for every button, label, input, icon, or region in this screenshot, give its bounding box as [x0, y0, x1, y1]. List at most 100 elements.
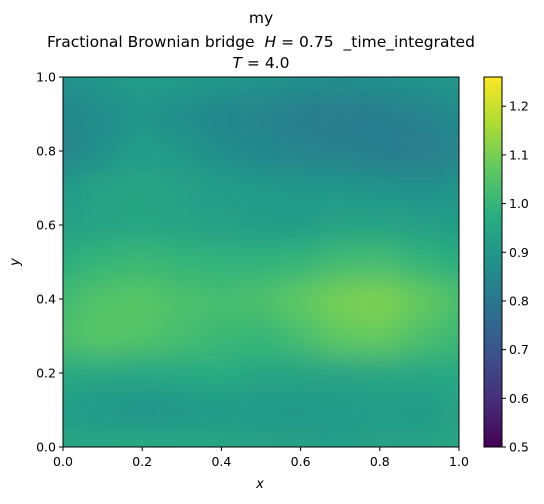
heatmap-cell — [201, 354, 243, 393]
heatmap-cell — [280, 243, 322, 282]
colorbar-ticks: 0.5 0.6 0.7 0.8 0.9 1.0 1.1 1.2 — [502, 99, 529, 455]
heatmap-cell — [161, 132, 203, 171]
title-text-prefix: Fractional Brownian bridge — [47, 33, 255, 51]
heatmap-cell — [121, 354, 163, 393]
x-tick-label: 1.0 — [449, 454, 469, 469]
heatmap-cell — [201, 243, 243, 282]
heatmap-cell — [280, 169, 322, 208]
y-axis-label: y — [8, 258, 23, 267]
heatmap-cell — [240, 280, 282, 319]
heatmap-cell — [240, 391, 282, 430]
heatmap-cell — [82, 95, 124, 134]
heatmap-cell — [161, 280, 203, 319]
heatmap-cell — [201, 317, 243, 356]
heatmap-cell — [359, 206, 401, 245]
heatmap-cell — [82, 206, 124, 245]
colorbar-tick-label: 0.7 — [509, 342, 529, 357]
heatmap-cell — [319, 169, 361, 208]
chart-title-line3: T = 4.0 — [233, 54, 290, 72]
y-tick-label: 0.0 — [36, 440, 56, 455]
heatmap-cell — [399, 391, 441, 430]
heatmap-cell — [280, 317, 322, 356]
heatmap-cell — [121, 280, 163, 319]
heatmap-cell — [359, 132, 401, 171]
heatmap-cell — [319, 132, 361, 171]
heatmap-plot-area — [42, 58, 480, 467]
heatmap-cell — [359, 243, 401, 282]
heatmap-cell — [82, 169, 124, 208]
heatmap-cell — [280, 132, 322, 171]
x-tick-label: 0.8 — [370, 454, 390, 469]
heatmap-cell — [280, 391, 322, 430]
colorbar-tick-label: 0.8 — [509, 293, 529, 308]
heatmap-cell — [161, 317, 203, 356]
heatmap-cell — [319, 243, 361, 282]
heatmap-cell — [240, 169, 282, 208]
heatmap-cell — [82, 243, 124, 282]
y-tick-label: 0.4 — [36, 292, 56, 307]
y-tick-label: 0.2 — [36, 366, 56, 381]
heatmap-cell — [121, 206, 163, 245]
title-h-symbol: H — [265, 33, 277, 51]
heatmap-cell — [201, 95, 243, 134]
heatmap-cell — [82, 317, 124, 356]
heatmap-cell — [161, 354, 203, 393]
heatmap-cell — [161, 243, 203, 282]
heatmap-cell — [121, 169, 163, 208]
heatmap-cell — [201, 206, 243, 245]
title-t-symbol: T — [233, 54, 244, 72]
title-t-value: = 4.0 — [247, 54, 290, 72]
heatmap-cell — [201, 280, 243, 319]
heatmap-cell — [121, 95, 163, 134]
heatmap-cell — [359, 95, 401, 134]
heatmap-cell — [240, 317, 282, 356]
heatmap-cell — [121, 132, 163, 171]
heatmap-cell — [359, 169, 401, 208]
heatmap-cell — [82, 280, 124, 319]
heatmap-cell — [121, 317, 163, 356]
heatmap-cell — [319, 354, 361, 393]
heatmap-cell — [201, 391, 243, 430]
heatmap-cell — [399, 280, 441, 319]
heatmap-cell — [359, 280, 401, 319]
heatmap-cell — [161, 95, 203, 134]
heatmap-field — [42, 58, 480, 467]
heatmap-cell — [201, 169, 243, 208]
y-axis: 0.00.20.40.60.81.0 — [36, 70, 63, 455]
heatmap-cell — [82, 354, 124, 393]
y-tick-label: 0.6 — [36, 218, 56, 233]
heatmap-cell — [161, 206, 203, 245]
heatmap-cell — [359, 317, 401, 356]
heatmap-cell — [280, 280, 322, 319]
x-tick-label: 0.6 — [291, 454, 311, 469]
heatmap-cell — [319, 317, 361, 356]
heatmap-cell — [359, 354, 401, 393]
colorbar-tick-label: 0.9 — [509, 245, 529, 260]
heatmap-cell — [240, 354, 282, 393]
heatmap-cell — [399, 354, 441, 393]
heatmap-cell — [240, 95, 282, 134]
heatmap-cell — [359, 391, 401, 430]
colorbar — [484, 77, 502, 447]
x-tick-label: 0.2 — [132, 454, 152, 469]
heatmap-cell — [280, 95, 322, 134]
x-tick-label: 0.4 — [211, 454, 231, 469]
title-text-suffix: _time_integrated — [343, 33, 475, 52]
heatmap-cell — [82, 391, 124, 430]
heatmap-cell — [121, 391, 163, 430]
heatmap-cell — [319, 95, 361, 134]
heatmap-cell — [399, 169, 441, 208]
heatmap-cell — [399, 317, 441, 356]
y-tick-label: 1.0 — [36, 70, 56, 85]
heatmap-cell — [399, 206, 441, 245]
colorbar-tick-label: 1.0 — [509, 196, 529, 211]
colorbar-tick-label: 1.2 — [509, 99, 529, 114]
heatmap-cell — [82, 132, 124, 171]
heatmap-cell — [280, 206, 322, 245]
colorbar-tick-label: 0.6 — [509, 391, 529, 406]
heatmap-cell — [399, 243, 441, 282]
heatmap-cell — [399, 95, 441, 134]
colorbar-tick-label: 1.1 — [509, 147, 529, 162]
heatmap-cell — [201, 132, 243, 171]
